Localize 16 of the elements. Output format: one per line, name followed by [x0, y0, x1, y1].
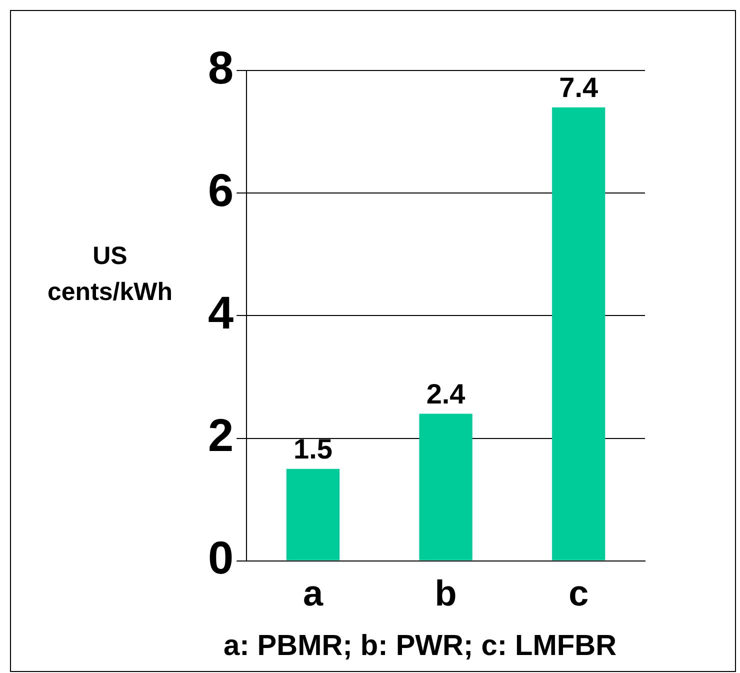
y-axis-title: US cents/kWh: [46, 241, 174, 308]
y-tick-label: 4: [208, 286, 234, 338]
data-label: 1.5: [294, 434, 332, 465]
y-tick-label: 2: [208, 408, 234, 461]
x-tick-label: c: [568, 572, 589, 614]
text: a: PBMR; b: PWR; c: LMFBR: [222, 630, 618, 663]
bar: [552, 107, 606, 560]
x-tick-label: a: [302, 572, 324, 614]
x-tick-label: b: [434, 572, 457, 614]
data-label: 2.4: [426, 378, 466, 410]
data-label: 7.4: [559, 72, 598, 104]
bar: [419, 414, 472, 560]
y-tick-label: 8: [208, 41, 234, 94]
y-tick-label: 6: [208, 164, 234, 216]
bar: [286, 468, 340, 560]
y-tick-label: 0: [208, 531, 234, 584]
